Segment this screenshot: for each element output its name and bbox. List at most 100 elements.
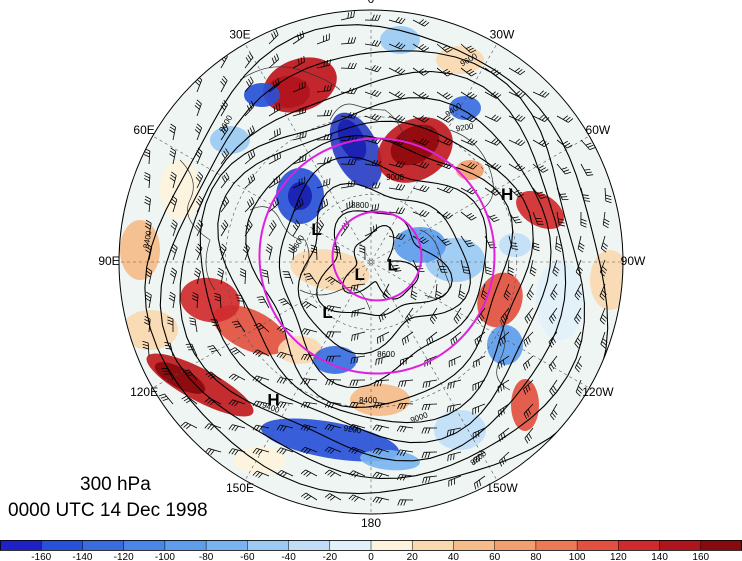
barb-shaft bbox=[147, 343, 150, 357]
barb-shaft bbox=[532, 139, 545, 147]
barb-feather bbox=[548, 366, 553, 372]
barb-feather bbox=[355, 379, 359, 386]
barb-feather bbox=[550, 363, 555, 370]
barb-feather bbox=[538, 165, 544, 169]
barb-shaft bbox=[196, 103, 202, 117]
barb-shaft bbox=[388, 259, 396, 272]
barb-feather bbox=[248, 78, 252, 85]
wind-barb bbox=[600, 235, 609, 253]
barb-feather bbox=[523, 340, 527, 347]
barb-shaft bbox=[216, 319, 222, 333]
barb-feather bbox=[425, 476, 428, 484]
pressure-level-label: 300 hPa bbox=[80, 474, 151, 495]
barb-feather bbox=[351, 335, 353, 342]
barb-feather bbox=[324, 446, 330, 452]
barb-feather bbox=[207, 399, 213, 404]
barb-feather bbox=[523, 413, 528, 420]
barb-feather bbox=[272, 81, 275, 88]
barb-feather bbox=[323, 134, 327, 140]
barb-shaft bbox=[599, 283, 606, 297]
barb-feather bbox=[194, 270, 200, 275]
barb-shaft bbox=[268, 83, 280, 93]
barb-shaft bbox=[196, 224, 204, 237]
barb-feather bbox=[276, 53, 280, 60]
barb-feather bbox=[375, 472, 380, 478]
barb-feather bbox=[424, 163, 430, 169]
barb-shaft bbox=[259, 322, 270, 333]
barb-feather bbox=[519, 70, 526, 76]
barb-shaft bbox=[507, 259, 510, 273]
wind-barb bbox=[436, 43, 453, 53]
barb-feather bbox=[329, 109, 333, 116]
barb-feather bbox=[302, 30, 305, 37]
wind-barb bbox=[239, 268, 247, 285]
barb-feather bbox=[170, 249, 176, 254]
barb-feather bbox=[273, 55, 277, 62]
barb-feather bbox=[204, 397, 210, 403]
wind-barb bbox=[253, 322, 270, 333]
contour-label: 8600 bbox=[377, 350, 395, 359]
barb-feather bbox=[385, 289, 390, 295]
wind-barb bbox=[574, 283, 582, 301]
contour-label: 8800 bbox=[351, 201, 369, 210]
wind-barb bbox=[303, 272, 318, 285]
barb-feather bbox=[258, 352, 264, 357]
wind-barb bbox=[220, 99, 228, 117]
barb-feather bbox=[525, 362, 529, 369]
barb-feather bbox=[220, 129, 226, 135]
barb-feather bbox=[353, 11, 355, 18]
wind-barb bbox=[412, 67, 429, 76]
wind-barb bbox=[276, 470, 294, 478]
barb-shaft bbox=[577, 235, 582, 249]
barb-shaft bbox=[256, 470, 270, 477]
wind-barb bbox=[412, 138, 430, 146]
barb-shaft bbox=[220, 247, 227, 261]
barb-feather bbox=[372, 402, 377, 408]
highlighted-latitude-circle bbox=[258, 137, 496, 375]
barb-feather bbox=[244, 243, 250, 249]
barb-feather bbox=[466, 114, 472, 120]
barb-shaft bbox=[480, 283, 486, 297]
barb-feather bbox=[347, 12, 350, 19]
wind-barb bbox=[577, 235, 585, 253]
wind-barb bbox=[185, 343, 198, 357]
barb-feather bbox=[346, 202, 348, 209]
barb-shaft bbox=[364, 43, 378, 47]
barb-feather bbox=[352, 379, 356, 386]
wind-barb bbox=[405, 307, 414, 324]
anomaly-patch bbox=[154, 362, 206, 394]
barb-feather bbox=[464, 239, 471, 243]
barb-feather bbox=[587, 174, 594, 176]
barb-shaft bbox=[498, 427, 510, 437]
barb-feather bbox=[249, 199, 253, 205]
wind-barb bbox=[292, 154, 307, 165]
barb-feather bbox=[574, 295, 580, 301]
barb-feather bbox=[247, 177, 251, 184]
barb-feather bbox=[278, 175, 281, 182]
barb-feather bbox=[403, 403, 407, 410]
barb-shaft bbox=[352, 494, 366, 501]
wind-barb bbox=[575, 379, 583, 397]
barb-feather bbox=[448, 118, 454, 123]
barb-feather bbox=[427, 427, 431, 434]
barb-feather bbox=[207, 373, 214, 378]
barb-shaft bbox=[292, 86, 306, 93]
barb-feather bbox=[347, 111, 352, 118]
wind-barb bbox=[472, 427, 486, 440]
barb-shaft bbox=[484, 187, 496, 196]
barb-feather bbox=[446, 48, 453, 53]
wind-barb bbox=[244, 173, 256, 189]
barb-feather bbox=[421, 139, 427, 145]
barb-feather bbox=[374, 14, 378, 21]
barb-shaft bbox=[328, 424, 342, 429]
barb-feather bbox=[252, 375, 257, 381]
barb-feather bbox=[499, 460, 503, 467]
barb-shaft bbox=[436, 67, 448, 77]
barb-shaft bbox=[280, 447, 294, 453]
barb-feather bbox=[520, 141, 526, 146]
barb-feather bbox=[279, 377, 284, 384]
barb-shaft bbox=[412, 163, 426, 169]
barb-feather bbox=[250, 100, 255, 107]
barb-shaft bbox=[473, 451, 486, 459]
barb-feather bbox=[255, 401, 260, 407]
